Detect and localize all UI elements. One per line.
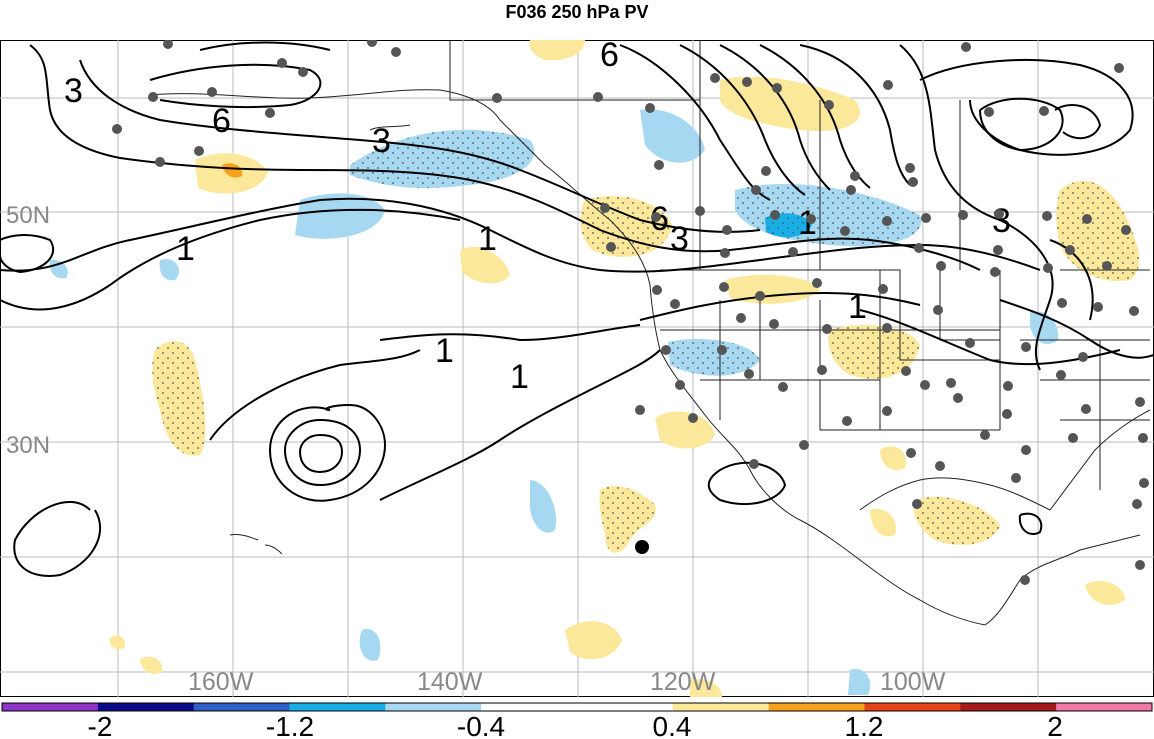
contour-label: 6 bbox=[212, 102, 231, 140]
colorbar-tick-label: 0.4 bbox=[653, 711, 692, 739]
stippling bbox=[152, 129, 1140, 553]
contour-label: 3 bbox=[670, 220, 689, 258]
station-dots bbox=[112, 40, 1149, 585]
highlight-station-dot bbox=[635, 540, 649, 554]
contour-label: 3 bbox=[64, 72, 83, 110]
map-title: F036 250 hPa PV bbox=[505, 2, 649, 22]
colorbar-swatch bbox=[193, 703, 290, 711]
color-bar: -2 -1.2 -0.4 0.4 1.2 2 bbox=[1, 702, 1153, 739]
colorbar-swatch bbox=[1056, 703, 1153, 711]
colorbar-tick-label: -2 bbox=[88, 711, 113, 739]
lon-label-140w: 140W bbox=[417, 668, 483, 696]
lat-label-50n: 50N bbox=[6, 202, 50, 229]
colorbar-swatch bbox=[864, 703, 961, 711]
color-bar-swatches bbox=[2, 703, 1153, 711]
colorbar-swatch bbox=[960, 703, 1057, 711]
colorbar-tick-label: 2 bbox=[1047, 711, 1063, 739]
contour-labels: 3 6 3 6 3 1 1 1 1 6 1 1 3 bbox=[64, 40, 1011, 396]
colorbar-tick-label: 1.2 bbox=[845, 711, 884, 739]
colorbar-swatch bbox=[577, 703, 674, 711]
colorbar-swatch bbox=[97, 703, 195, 711]
colorbar-swatch bbox=[385, 703, 482, 711]
colorbar-tick-label: -1.2 bbox=[266, 711, 314, 739]
contour-label: 6 bbox=[600, 40, 619, 74]
colorbar-swatch bbox=[2, 703, 99, 711]
color-bar-outline bbox=[1, 702, 1153, 712]
colorbar-swatch bbox=[289, 703, 386, 711]
contour-label: 1 bbox=[510, 358, 529, 396]
contour-label: 1 bbox=[478, 220, 497, 258]
lon-label-120w: 120W bbox=[650, 668, 716, 696]
lon-label-100w: 100W bbox=[880, 668, 946, 696]
colorbar-swatch bbox=[672, 703, 770, 711]
colorbar-swatch bbox=[481, 703, 578, 711]
pv-map: 3 6 3 6 3 1 1 1 1 6 1 1 3 bbox=[0, 40, 1154, 697]
contour-label: 1 bbox=[798, 204, 817, 242]
contour-label: 3 bbox=[992, 202, 1011, 240]
colorbar-swatch bbox=[768, 703, 865, 711]
contour-label: 1 bbox=[435, 332, 454, 370]
pv-contours bbox=[0, 41, 1154, 577]
coastlines-and-borders bbox=[149, 40, 1151, 626]
contour-label: 3 bbox=[372, 122, 391, 160]
contour-label: 1 bbox=[848, 288, 867, 326]
contour-label: 1 bbox=[176, 230, 195, 268]
lon-label-160w: 160W bbox=[188, 668, 254, 696]
colorbar-tick-label: -0.4 bbox=[457, 711, 505, 739]
lat-label-30n: 30N bbox=[6, 432, 50, 459]
